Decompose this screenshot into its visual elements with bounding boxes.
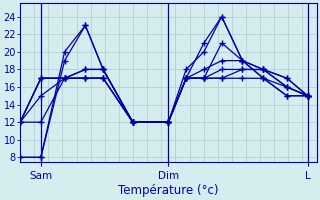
X-axis label: Température (°c): Température (°c) [118,184,219,197]
